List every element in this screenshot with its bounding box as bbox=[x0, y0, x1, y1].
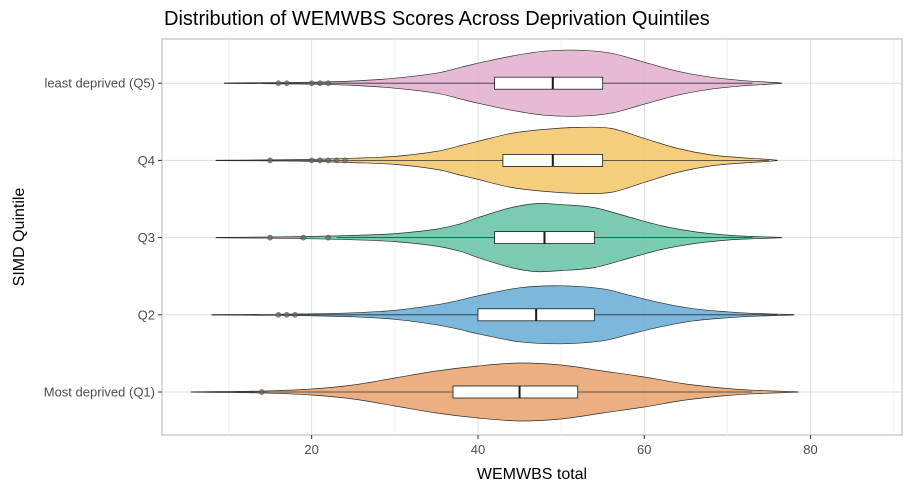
outlier-point bbox=[308, 80, 315, 86]
outlier-point bbox=[275, 311, 282, 318]
y-tick-label: Q3 bbox=[138, 230, 155, 245]
y-tick-label: Q4 bbox=[138, 153, 155, 168]
outlier-point bbox=[325, 80, 332, 86]
x-tick-label: 40 bbox=[471, 442, 485, 457]
outlier-point bbox=[258, 389, 265, 395]
outlier-point bbox=[267, 234, 273, 241]
x-tick-label: 80 bbox=[803, 442, 817, 457]
outlier-point bbox=[325, 234, 332, 241]
y-axis-title: SIMD Quintile bbox=[11, 188, 28, 287]
outliers bbox=[258, 80, 348, 395]
y-tick-label: Most deprived (Q1) bbox=[44, 385, 155, 400]
outlier-point bbox=[317, 157, 323, 164]
x-tick-label: 20 bbox=[304, 442, 318, 457]
y-axis-ticks: Most deprived (Q1) Q2 Q3 Q4 least deprived (… bbox=[44, 76, 162, 400]
outlier-point bbox=[308, 157, 315, 164]
x-axis-ticks: 20 40 60 80 bbox=[304, 435, 818, 457]
x-axis-title: WEMWBS total bbox=[477, 466, 587, 483]
outlier-point bbox=[333, 157, 340, 164]
outlier-point bbox=[317, 80, 323, 86]
outlier-point bbox=[300, 234, 307, 241]
box-iqr bbox=[452, 385, 579, 399]
x-tick-label: 60 bbox=[637, 442, 651, 457]
outlier-point bbox=[292, 311, 298, 318]
y-tick-label: Q2 bbox=[138, 307, 155, 322]
outlier-point bbox=[283, 80, 290, 86]
box-iqr bbox=[494, 76, 604, 90]
chart-title: Distribution of WEMWBS Scores Across Dep… bbox=[164, 8, 710, 30]
outlier-point bbox=[325, 157, 332, 164]
outlier-point bbox=[283, 311, 290, 318]
boxes bbox=[452, 76, 604, 399]
y-tick-label: least deprived (Q5) bbox=[44, 76, 155, 91]
outlier-point bbox=[342, 157, 348, 164]
outlier-point bbox=[275, 80, 282, 86]
outlier-point bbox=[267, 157, 273, 164]
